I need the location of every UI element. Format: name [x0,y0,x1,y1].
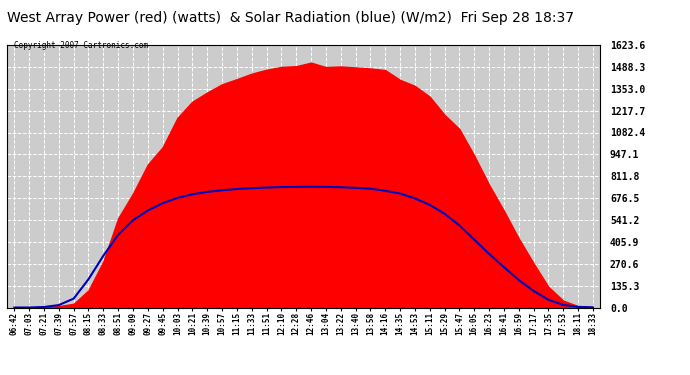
Text: West Array Power (red) (watts)  & Solar Radiation (blue) (W/m2)  Fri Sep 28 18:3: West Array Power (red) (watts) & Solar R… [7,11,574,25]
Text: Copyright 2007 Cartronics.com: Copyright 2007 Cartronics.com [14,41,148,50]
